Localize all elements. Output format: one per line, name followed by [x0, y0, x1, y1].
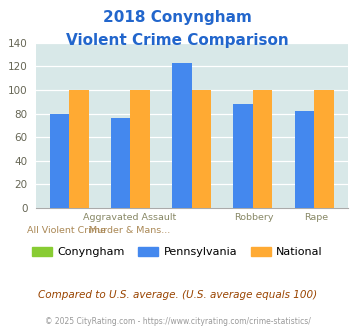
Text: © 2025 CityRating.com - https://www.cityrating.com/crime-statistics/: © 2025 CityRating.com - https://www.city… [45, 317, 310, 326]
Bar [314, 90, 334, 208]
Text: Robbery: Robbery [234, 213, 274, 222]
Legend: Conyngham, Pennsylvania, National: Conyngham, Pennsylvania, National [28, 242, 327, 262]
Bar [50, 114, 69, 208]
Text: 2018 Conyngham: 2018 Conyngham [103, 10, 252, 25]
Bar [295, 111, 314, 208]
Text: Compared to U.S. average. (U.S. average equals 100): Compared to U.S. average. (U.S. average … [38, 290, 317, 300]
Bar [253, 90, 273, 208]
Text: Aggravated Assault: Aggravated Assault [83, 213, 176, 222]
Text: Murder & Mans...: Murder & Mans... [89, 226, 170, 235]
Bar [111, 118, 131, 208]
Bar [172, 63, 192, 208]
Text: All Violent Crime: All Violent Crime [27, 226, 106, 235]
Bar [131, 90, 150, 208]
Text: Violent Crime Comparison: Violent Crime Comparison [66, 33, 289, 48]
Bar [233, 104, 253, 208]
Bar [69, 90, 89, 208]
Text: Rape: Rape [305, 213, 329, 222]
Bar [192, 90, 211, 208]
